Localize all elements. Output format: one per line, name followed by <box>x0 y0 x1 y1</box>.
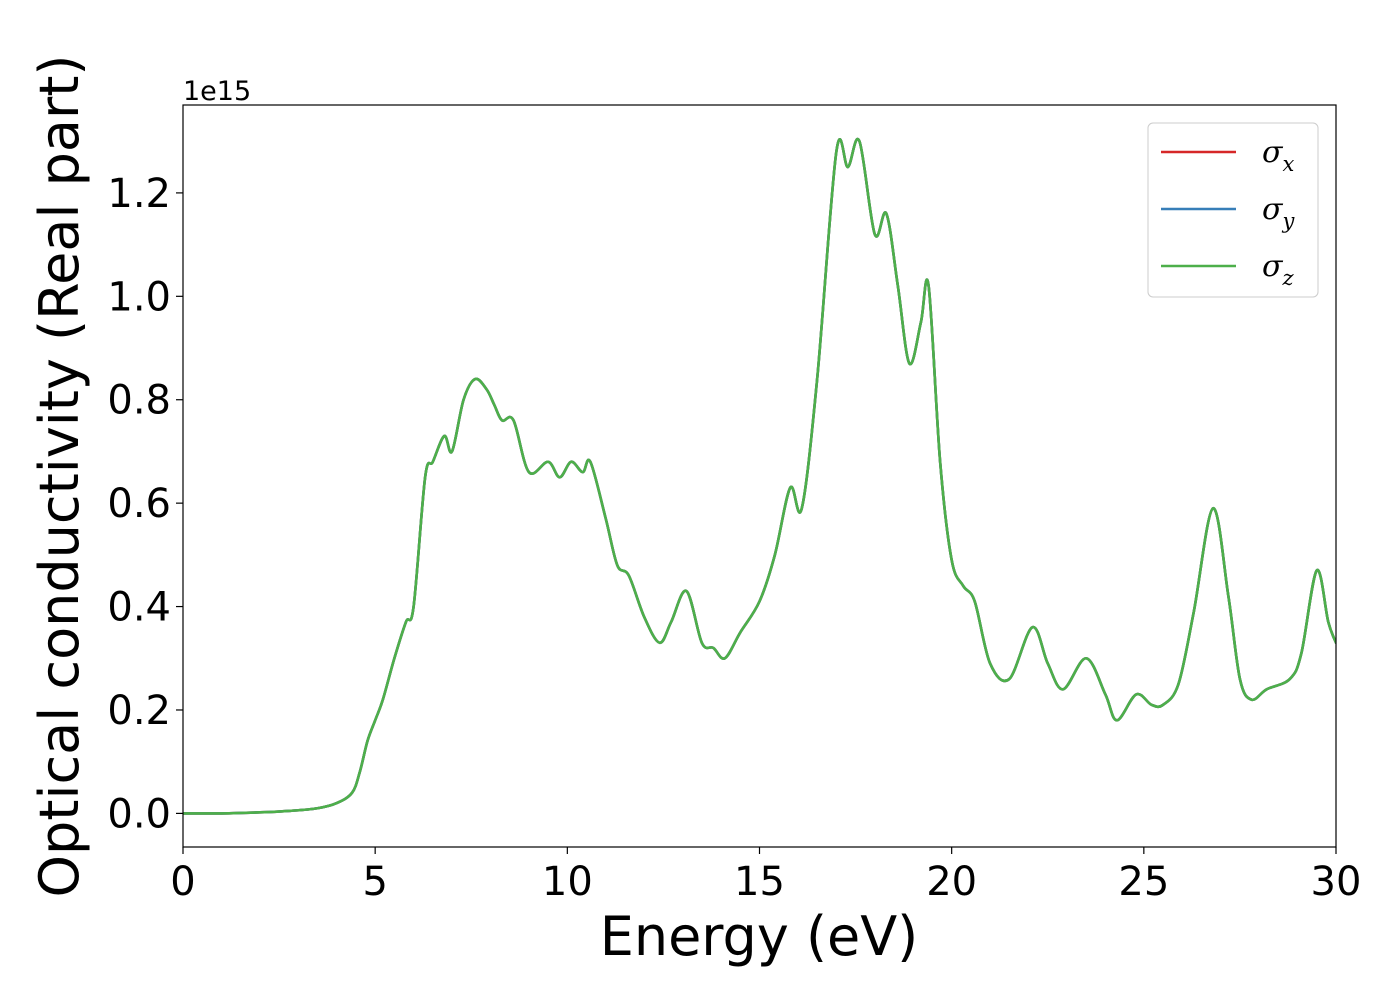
legend-subscript: x <box>1282 152 1294 176</box>
y-offset-label: 1e15 <box>183 76 251 107</box>
legend-label-σy: σy <box>1262 192 1295 233</box>
y-tick-label: 0.8 <box>107 378 171 424</box>
x-tick-label: 30 <box>1311 859 1362 905</box>
x-tick-label: 25 <box>1118 859 1169 905</box>
x-tick-label: 5 <box>362 859 387 905</box>
series-line-σz <box>183 137 1336 815</box>
x-tick-label: 0 <box>170 859 195 905</box>
legend-label-σx: σx <box>1262 135 1294 176</box>
x-axis: 0 5 10 15 20 25 30 <box>170 847 1361 905</box>
legend-symbol: σ <box>1262 135 1284 170</box>
x-tick-label: 10 <box>542 859 593 905</box>
x-axis-label: Energy (eV) <box>600 905 919 968</box>
y-axis-label: Optical conductivity (Real part) <box>28 55 91 898</box>
y-tick-label: 0.0 <box>107 791 171 837</box>
x-tick-label: 20 <box>926 859 977 905</box>
y-tick-label: 0.6 <box>107 481 171 527</box>
legend-subscript: y <box>1281 209 1295 233</box>
y-axis: 0.0 0.2 0.4 0.6 0.8 1.0 1.2 <box>107 171 183 837</box>
legend-label-σz: σz <box>1262 249 1294 290</box>
legend-symbol: σ <box>1262 192 1284 227</box>
legend-symbol: σ <box>1262 249 1284 284</box>
legend-subscript: z <box>1281 266 1294 290</box>
y-tick-label: 1.2 <box>107 171 171 217</box>
x-tick-label: 15 <box>734 859 785 905</box>
series-layer <box>183 137 1336 815</box>
y-tick-label: 0.2 <box>107 688 171 734</box>
y-tick-label: 0.4 <box>107 585 171 631</box>
y-tick-label: 1.0 <box>107 274 171 320</box>
